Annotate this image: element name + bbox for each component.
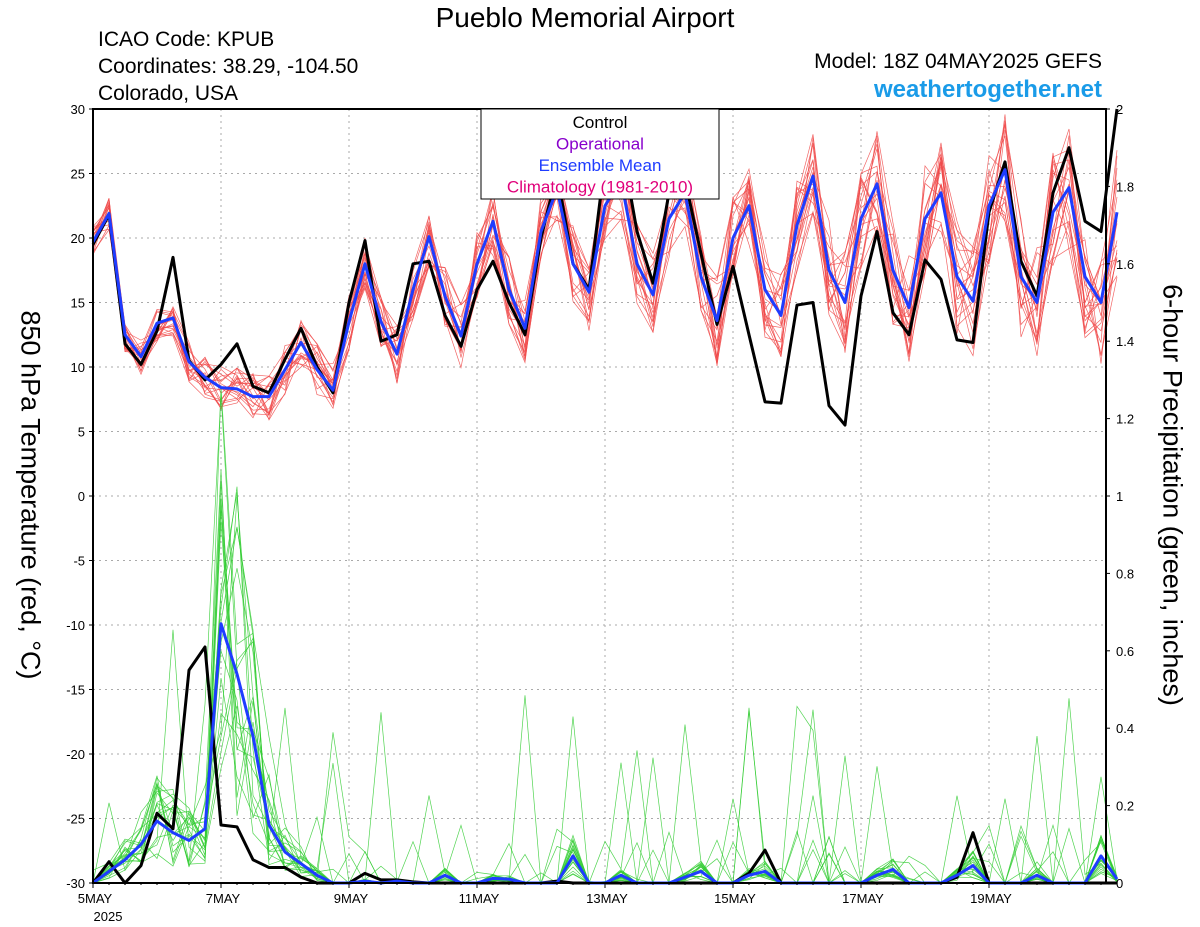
y-tick-right-label: 1.8: [1116, 179, 1134, 194]
precip-member-line: [92, 521, 1118, 884]
x-tick-label: 13MAY: [586, 891, 628, 906]
x-tick-label: 5MAY: [78, 891, 113, 906]
legend-entry: Climatology (1981-2010): [507, 178, 693, 197]
y-tick-left-label: 20: [71, 231, 85, 246]
y-tick-left-label: 5: [78, 425, 85, 440]
x-tick-label: 11MAY: [459, 891, 500, 906]
y-tick-left-label: 0: [78, 489, 85, 504]
ensemble-members: [92, 114, 1118, 884]
precip-member-line: [92, 386, 1118, 884]
x-tick-label: 7MAY: [206, 891, 241, 906]
y-tick-left-label: 30: [71, 102, 85, 117]
y-tick-left-label: 25: [71, 167, 85, 182]
model-run: Model: 18Z 04MAY2025 GEFS: [814, 50, 1102, 73]
y-tick-left-label: 10: [71, 360, 85, 375]
site-link[interactable]: weathertogether.net: [873, 76, 1102, 103]
y-tick-right-label: 1.4: [1116, 334, 1134, 349]
legend-box: [480, 108, 720, 200]
icao-code: ICAO Code: KPUB: [98, 28, 275, 51]
legend-entry: Control: [573, 113, 628, 132]
y-tick-right-label: 2: [1116, 102, 1123, 117]
x-tick-label: 17MAY: [842, 891, 884, 906]
coordinates: Coordinates: 38.29, -104.50: [98, 55, 359, 78]
y-tick-left-label: 15: [71, 296, 85, 311]
y-tick-left-label: -10: [66, 618, 85, 633]
legend: Control Operational Ensemble Mean Climatolo…: [480, 108, 720, 200]
temp-member-line: [92, 145, 1118, 393]
ensemble-mean-line: [91, 168, 1119, 399]
legend-entry: Ensemble Mean: [539, 156, 662, 175]
temp-member-line: [92, 131, 1118, 414]
x-tick-label: 19MAY: [970, 891, 1012, 906]
y-tick-right-label: 1.2: [1116, 412, 1134, 427]
region: Colorado, USA: [98, 82, 239, 105]
x-tick-sublabel: 2025: [94, 909, 123, 924]
y-tick-right-label: 0.4: [1116, 721, 1134, 736]
y-tick-right-label: 0: [1116, 876, 1123, 891]
y-tick-right-label: 0.6: [1116, 644, 1134, 659]
y-tick-right-label: 0.2: [1116, 799, 1134, 814]
y-tick-left-label: -15: [66, 683, 85, 698]
y-tick-right-label: 1: [1116, 489, 1123, 504]
y-tick-right-label: 1.6: [1116, 257, 1134, 272]
y-tick-left-label: -5: [73, 554, 85, 569]
legend-entry: Operational: [556, 135, 644, 154]
y-tick-left-label: -30: [66, 876, 85, 891]
x-tick-label: 15MAY: [714, 891, 756, 906]
y-tick-left-label: -25: [66, 812, 85, 827]
x-tick-label: 9MAY: [334, 891, 369, 906]
y-tick-left-label: -20: [66, 747, 85, 762]
chart-title: Pueblo Memorial Airport: [435, 2, 735, 33]
y-tick-right-label: 0.8: [1116, 566, 1134, 581]
